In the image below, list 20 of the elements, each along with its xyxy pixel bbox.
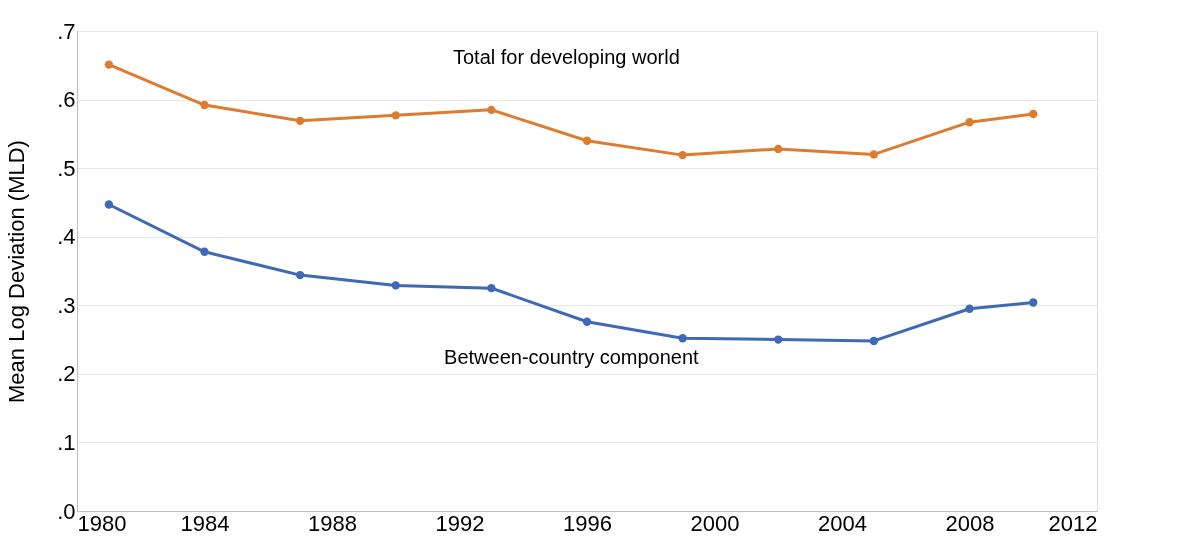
y-axis-title: Mean Log Deviation (MLD) — [4, 140, 30, 403]
y-tick-label: .5 — [57, 155, 76, 181]
y-tick-label: .3 — [57, 292, 76, 318]
x-tick-label: 2012 — [1048, 510, 1098, 536]
x-tick-label: 1980 — [77, 510, 127, 536]
text: Total for developing world — [452, 45, 680, 68]
y-tick-label: .2 — [57, 361, 76, 387]
x-tick-label: 1992 — [435, 510, 485, 536]
x-tick-label: 2004 — [818, 510, 867, 536]
y-tick-label: .1 — [57, 429, 76, 455]
x-tick-label: 2000 — [690, 510, 740, 536]
x-tick-label: 2008 — [945, 510, 995, 536]
y-tick-label: .7 — [57, 18, 76, 44]
y-tick-label: .6 — [57, 87, 76, 113]
series-label: Between-country component — [444, 346, 700, 369]
x-tick-label: 1996 — [563, 510, 612, 536]
y-tick-label: .0 — [57, 498, 76, 524]
y-tick-label: .4 — [57, 224, 76, 250]
x-tick-label: 1988 — [308, 510, 357, 536]
x-tick-label: 1984 — [180, 510, 230, 536]
